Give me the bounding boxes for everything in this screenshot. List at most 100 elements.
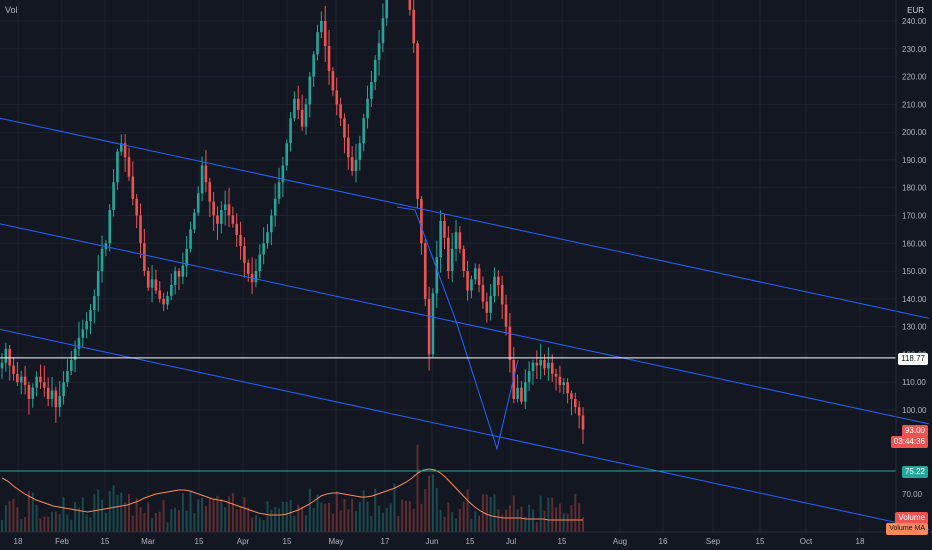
- candle-body: [162, 298, 165, 305]
- candle-body: [143, 243, 146, 272]
- price-tick-label: 170.00: [902, 212, 927, 221]
- volume-bar: [462, 501, 465, 532]
- candle-body: [112, 182, 115, 210]
- volume-bar: [428, 475, 431, 532]
- volume-bar: [316, 494, 319, 532]
- volume-bar: [201, 497, 204, 532]
- volume-bar: [89, 517, 92, 532]
- time-axis[interactable]: 18 Feb 15 Mar 15 Apr 15 May 17 Jun 15 Jul 15 Aug 16 Sep…: [14, 537, 865, 546]
- candle-body: [62, 382, 65, 397]
- volume-bar: [528, 504, 531, 532]
- candle-body: [4, 348, 8, 363]
- candle-body: [304, 104, 308, 127]
- volume-bar: [212, 499, 215, 532]
- candle-body: [339, 104, 342, 119]
- volume-bar: [235, 509, 238, 532]
- volume-bar: [224, 507, 227, 532]
- price-tick-label: 220.00: [902, 73, 927, 82]
- volume-bar: [16, 507, 19, 532]
- candle-body: [39, 376, 42, 383]
- volume-bar: [397, 516, 400, 532]
- volume-bar: [204, 506, 207, 532]
- time-tick-label: 15: [558, 537, 567, 546]
- price-tick-label: 160.00: [902, 239, 927, 248]
- volume-bar: [24, 517, 27, 532]
- volume-bar: [331, 513, 334, 532]
- volume-bar: [501, 514, 504, 532]
- price-axis[interactable]: 240.00 230.00 220.00 210.00 200.00 190.00 180.…: [902, 17, 927, 527]
- zigzag-pattern[interactable]: [396, 206, 519, 451]
- volume-bar: [393, 483, 396, 532]
- volume-bar: [120, 492, 123, 532]
- volume-bar: [354, 511, 357, 532]
- candle-body: [516, 387, 519, 399]
- volume-bar: [243, 497, 246, 532]
- candle-body: [108, 209, 112, 244]
- candle-body: [327, 46, 331, 72]
- volume-bar: [405, 500, 408, 532]
- candle-body: [485, 301, 489, 313]
- candle-body: [312, 54, 315, 77]
- candle-body: [127, 157, 131, 177]
- volume-bar: [381, 512, 384, 532]
- candle-body: [435, 257, 439, 294]
- time-tick-label: Sep: [706, 537, 721, 546]
- zigzag-line: [396, 206, 519, 451]
- countdown-tag: 03:44:36: [890, 436, 928, 448]
- volume-bar: [62, 497, 65, 532]
- candle-body: [239, 234, 242, 247]
- volume-bar: [174, 507, 177, 532]
- volume-bar: [239, 506, 242, 532]
- volume-bar: [566, 514, 569, 532]
- volume-bar: [8, 501, 11, 532]
- volume-bar: [505, 509, 508, 532]
- volume-bar: [574, 493, 577, 532]
- volume-bar: [551, 497, 554, 532]
- candle-body: [562, 382, 566, 385]
- volume-bar: [97, 489, 100, 532]
- time-tick-label: Aug: [613, 537, 627, 546]
- time-tick-label: 16: [659, 537, 668, 546]
- price-tick-label: 150.00: [902, 267, 927, 276]
- volume-ma-tag: Volume MA: [886, 523, 928, 535]
- price-tick-label: 130.00: [902, 323, 927, 332]
- volume-bar: [420, 503, 423, 532]
- candle-body: [270, 215, 273, 233]
- volume-bar: [389, 503, 392, 532]
- volume-bar: [493, 494, 496, 532]
- candle-body: [54, 390, 58, 408]
- volume-bar: [570, 504, 573, 532]
- volume-bar: [408, 501, 411, 532]
- volume-bar: [20, 518, 23, 532]
- candle-body: [35, 376, 38, 388]
- candle-body: [423, 243, 427, 299]
- candle-body: [370, 82, 373, 99]
- volume-bar: [216, 495, 219, 532]
- time-tick-label: 18: [14, 537, 23, 546]
- volume-bar: [231, 493, 234, 532]
- volume-bar: [177, 510, 180, 532]
- candle-body: [23, 376, 27, 385]
- candle-body: [235, 223, 239, 235]
- candle-body: [316, 32, 319, 55]
- volume-bar: [85, 514, 88, 532]
- candle-body: [277, 182, 281, 199]
- candle-body: [104, 243, 108, 249]
- candle-body: [547, 362, 550, 369]
- volume-bar: [189, 491, 192, 532]
- candle-body: [208, 182, 212, 202]
- volume-bar: [139, 507, 142, 532]
- volume-bar: [531, 509, 534, 532]
- price-tick-label: 110.00: [902, 378, 926, 387]
- volume-bar: [77, 508, 80, 532]
- volume-bar: [335, 491, 338, 532]
- volume-bar: [181, 493, 184, 532]
- candle-body: [139, 215, 142, 244]
- trend-channel[interactable]: [0, 117, 930, 530]
- volume-bar: [424, 489, 427, 532]
- volume-bar: [312, 508, 315, 532]
- volume-bar: [158, 511, 161, 532]
- candle-body: [350, 157, 354, 172]
- candle-body: [0, 362, 4, 369]
